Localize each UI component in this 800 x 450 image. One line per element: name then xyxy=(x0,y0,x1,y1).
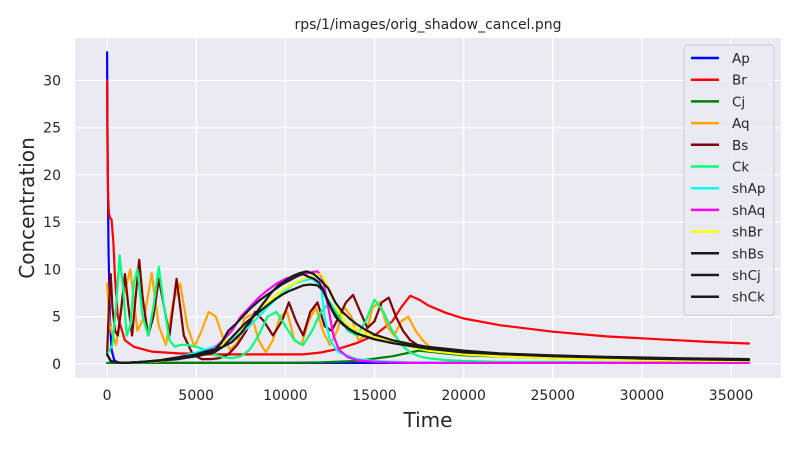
legend-box xyxy=(683,44,775,316)
legend-label-shbs: shBs xyxy=(732,246,764,262)
y-tick-label: 10 xyxy=(43,262,61,278)
legend-label-shap: shAp xyxy=(732,181,765,197)
legend: Ap Br Cj Aq Bs Ck shAp shAq shBr shBs shCj shCk xyxy=(683,44,775,316)
series-line-shck xyxy=(106,283,750,364)
x-tick-label: 10000 xyxy=(263,388,308,404)
y-tick-label: 30 xyxy=(43,74,61,90)
x-tick-label: 5000 xyxy=(178,388,214,404)
legend-label-shck: shCk xyxy=(732,290,765,306)
tick-labels: 0 5000 10000 15000 20000 25000 30000 35000 0 5 10 1… xyxy=(43,74,753,405)
x-tick-label: 25000 xyxy=(531,388,576,404)
legend-label-shaq: shAq xyxy=(732,203,765,219)
plot-area-background xyxy=(75,38,781,378)
legend-label-aq: Aq xyxy=(732,116,750,132)
legend-label-cj: Cj xyxy=(732,94,745,110)
legend-label-ck: Ck xyxy=(732,160,749,176)
y-tick-label: 20 xyxy=(43,168,61,184)
x-tick-label: 15000 xyxy=(352,388,397,404)
x-tick-label: 35000 xyxy=(709,388,754,404)
x-tick-label: 0 xyxy=(103,388,112,404)
x-tick-label: 20000 xyxy=(441,388,486,404)
y-tick-label: 25 xyxy=(43,121,61,137)
legend-label-shbr: shBr xyxy=(732,225,763,241)
legend-label-bs: Bs xyxy=(732,138,748,154)
x-axis-title: Time xyxy=(403,408,453,432)
legend-label-shcj: shCj xyxy=(732,268,761,284)
series-line-br xyxy=(106,79,750,356)
legend-label-ap: Ap xyxy=(732,51,750,67)
y-tick-label: 5 xyxy=(52,310,61,326)
legend-label-br: Br xyxy=(732,73,747,89)
series-lines xyxy=(106,51,750,364)
y-tick-label: 0 xyxy=(52,357,61,373)
y-tick-label: 15 xyxy=(43,215,61,231)
x-tick-label: 30000 xyxy=(620,388,665,404)
series-line-bs xyxy=(106,258,750,361)
series-line-aq xyxy=(106,268,750,363)
chart-title: rps/1/images/orig_shadow_cancel.png xyxy=(294,17,561,33)
series-line-ck xyxy=(106,254,750,364)
y-axis-title: Concentration xyxy=(15,137,39,278)
